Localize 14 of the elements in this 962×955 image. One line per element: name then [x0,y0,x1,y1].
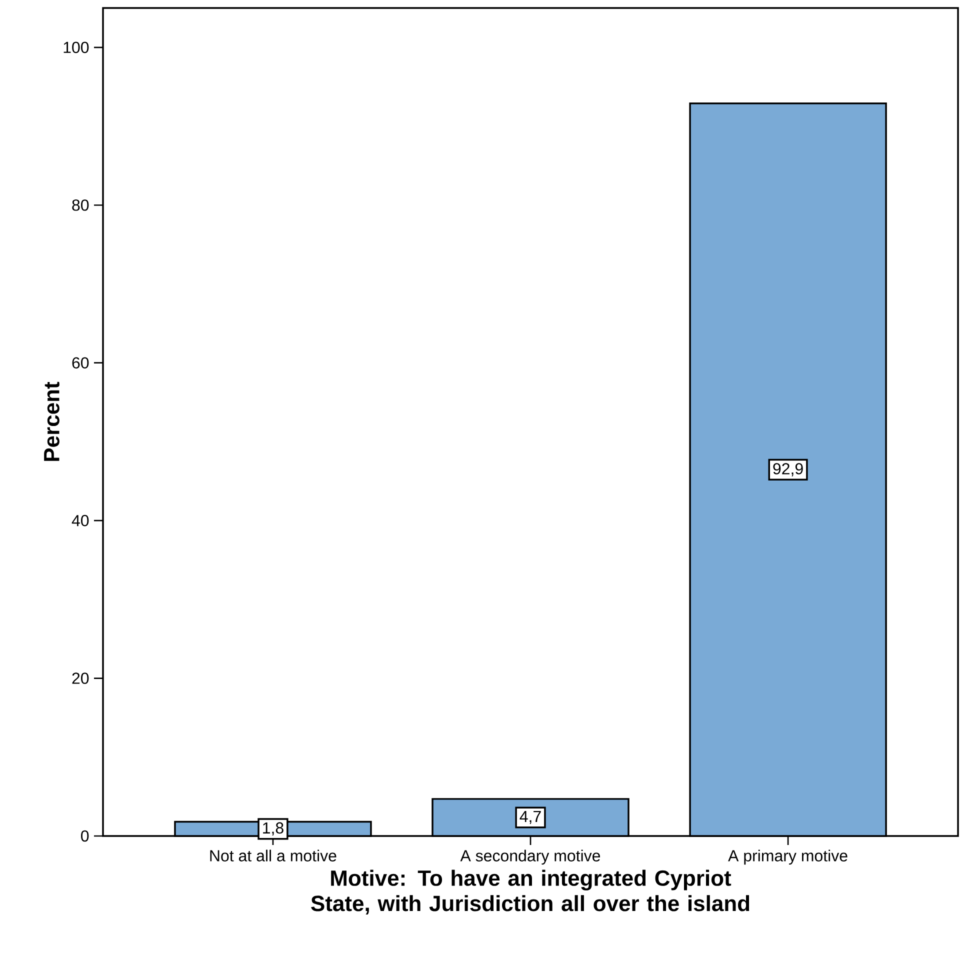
y-tick-label: 40 [72,514,89,526]
y-tick-label: 20 [72,672,89,684]
data-label: 1,8 [263,822,284,836]
data-label: 92,9 [773,463,803,476]
y-tick-label: 80 [72,199,89,211]
x-tick-label: Not at all a motive [210,850,336,862]
x-tick-label: A secondary motive [460,850,600,865]
y-tick-label: 100 [64,42,89,54]
y-axis-title: Percent [44,382,60,461]
y-tick-label: 0 [81,830,89,842]
x-tick-label: A primary motive [728,850,848,865]
data-label: 4,7 [520,810,541,824]
x-axis-title: Motive: To have an integrated Cypriot State, with Jurisdiction all over the island [311,870,750,914]
y-tick-label: 60 [72,357,89,368]
